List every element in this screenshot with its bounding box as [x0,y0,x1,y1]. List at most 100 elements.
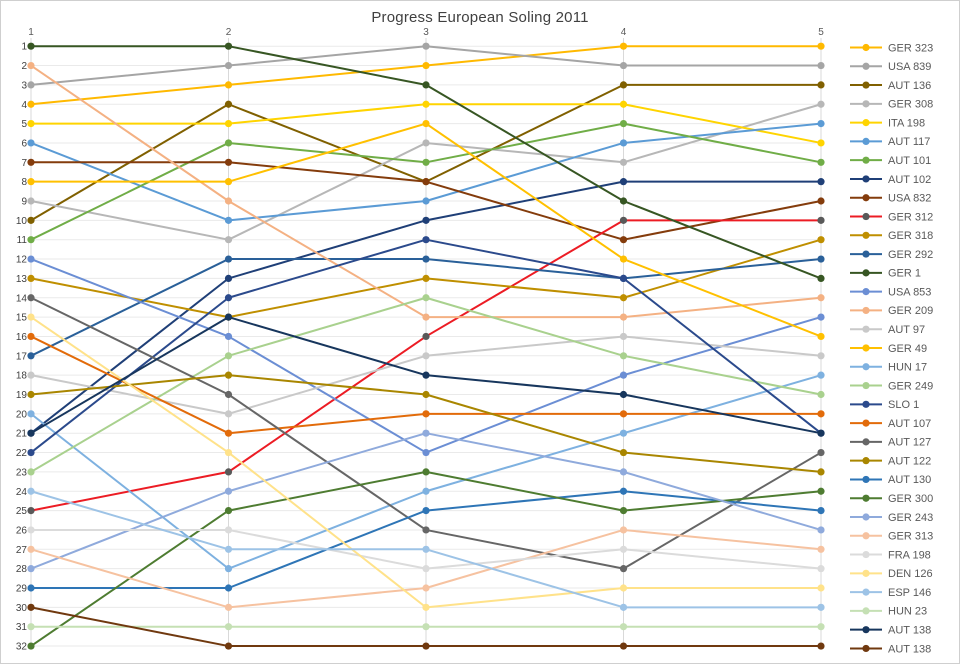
data-point-marker [422,61,430,70]
x-axis-tick-label: 5 [818,27,824,38]
y-axis-tick-label: 9 [21,197,27,208]
y-axis-tick-label: 14 [16,293,28,304]
data-point-marker [619,565,628,573]
data-point-marker [27,371,35,379]
legend-item: AUT 107 [850,418,931,430]
y-axis-tick-label: 22 [16,448,28,459]
x-axis-tick-label: 4 [621,27,627,38]
data-point-marker [619,642,628,650]
data-point-marker [224,545,233,553]
series-ger-300-24 [27,468,825,650]
data-point-marker [27,565,35,573]
legend-item: GER 49 [850,343,927,355]
data-point-marker [619,236,628,244]
data-point-marker [817,178,825,186]
legend-marker-icon [862,269,870,277]
legend-label: USA 839 [888,61,931,73]
data-point-marker [817,623,825,631]
y-axis-tick-label: 1 [21,42,27,53]
data-point-marker [619,313,628,321]
data-point-marker [817,332,825,341]
data-point-marker [422,352,430,360]
series-ger-243-25 [27,429,825,573]
legend-label: USA 832 [888,193,931,205]
data-point-marker [817,410,825,418]
y-axis-tick-label: 31 [16,622,28,633]
legend-label: GER 323 [888,42,933,54]
data-point-marker [27,584,35,592]
data-point-marker [224,158,233,166]
data-point-marker [224,584,233,592]
y-axis-tick-label: 11 [17,235,28,246]
y-axis-tick-label: 21 [16,429,28,440]
legend-item: ESP 146 [850,587,931,599]
data-point-marker [619,487,628,495]
legend-marker-icon [862,306,870,315]
legend: GER 323 USA 839 AUT 136 GER 308 ITA 198 AUT 1… [850,42,933,655]
data-point-marker [422,100,430,108]
data-point-marker [224,468,233,476]
chart-title: Progress European Soling 2011 [371,9,589,26]
data-point-marker [817,61,825,70]
legend-label: HUN 23 [888,606,927,618]
legend-label: ESP 146 [888,587,931,599]
series-ger-249-18 [27,294,825,476]
data-point-marker [27,236,35,244]
series-ger-308-3 [27,100,825,244]
legend-marker-icon [862,194,870,202]
legend-label: AUT 107 [888,418,931,430]
data-point-marker [619,81,628,89]
y-axis-tick-label: 29 [16,584,28,595]
x-axis-tick-label: 1 [28,27,34,38]
data-point-marker [422,158,430,166]
legend-marker-icon [862,419,870,427]
data-point-marker [817,584,825,592]
legend-item: AUT 101 [850,155,931,167]
data-point-marker [422,313,430,321]
data-point-marker [422,507,430,515]
data-point-marker [619,623,628,631]
data-point-marker [422,255,430,263]
data-point-marker [27,507,35,515]
series-ger-313-26 [27,526,825,611]
data-point-marker [422,81,430,89]
data-point-marker [422,410,430,418]
data-point-marker [224,507,233,515]
legend-item: GER 318 [850,230,933,242]
data-point-marker [817,487,825,495]
legend-item: GER 312 [850,211,933,223]
legend-item: AUT 138 [850,624,931,636]
data-point-marker [27,545,35,553]
data-point-marker [224,487,233,495]
legend-marker-icon [862,588,870,596]
legend-item: GER 323 [850,42,933,54]
y-axis-tick-label: 4 [21,100,27,111]
data-point-marker [619,294,628,302]
data-point-marker [817,371,825,379]
series-ger-1-12 [27,42,825,282]
series-den-126-28 [27,313,825,611]
data-point-marker [619,332,628,341]
data-point-marker [27,216,35,224]
data-point-marker [422,42,430,50]
data-point-marker [817,352,825,360]
data-point-marker [817,526,825,534]
data-point-marker [422,429,430,437]
data-point-marker [422,642,430,650]
legend-marker-icon [862,231,870,239]
legend-label: GER 243 [888,512,933,524]
legend-item: AUT 122 [850,455,931,467]
legend-marker-icon [862,644,870,653]
legend-item: AUT 102 [850,174,931,186]
legend-label: USA 853 [888,286,931,298]
legend-marker-icon [862,400,870,408]
series-usa-839-1 [27,42,825,89]
data-point-marker [422,526,430,534]
data-point-marker [224,197,233,205]
data-point-marker [817,236,825,244]
legend-label: GER 308 [888,99,933,111]
data-point-marker [619,584,628,592]
legend-label: GER 313 [888,531,933,543]
legend-item: DEN 126 [850,568,933,580]
